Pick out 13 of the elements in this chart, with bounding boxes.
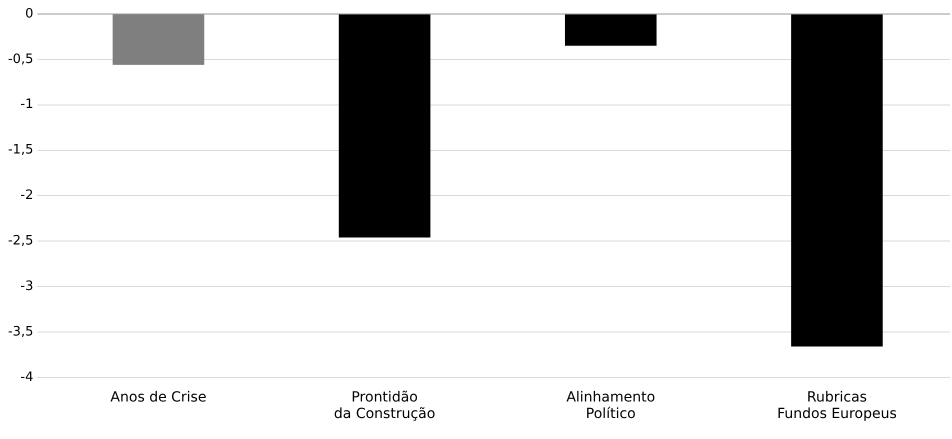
y-tick-label: -1,5 — [8, 142, 34, 158]
y-tick-label: -2 — [20, 188, 34, 204]
y-tick-label: -1 — [20, 97, 34, 112]
x-tick-label: Anos de Crise — [110, 389, 206, 406]
y-tick-label: -4 — [20, 370, 34, 385]
x-tick-label: Prontidão da Construção — [334, 389, 436, 422]
x-tick-label: Rubricas Fundos Europeus — [777, 389, 897, 422]
y-tick-label: -2,5 — [8, 234, 34, 248]
x-tick-label: Alinhamento Político — [566, 389, 656, 422]
y-tick-label: -0,5 — [8, 52, 34, 67]
y-tick-label: -3 — [20, 278, 34, 294]
y-tick-label: 0 — [25, 6, 34, 22]
y-tick-label: -3,5 — [8, 324, 34, 340]
